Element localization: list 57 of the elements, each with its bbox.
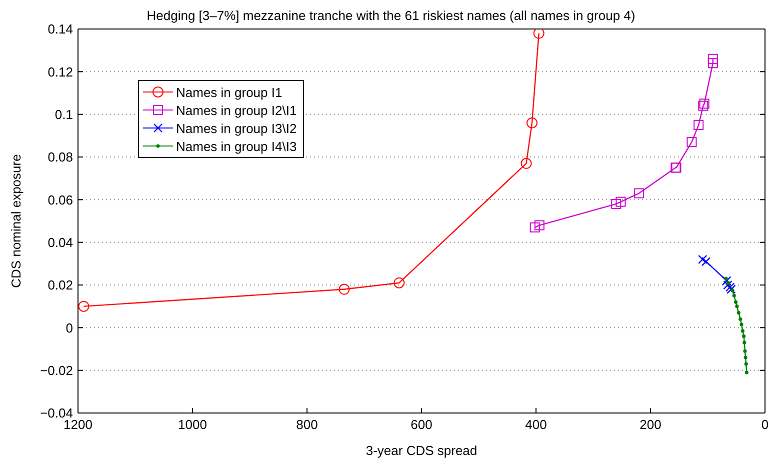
x-tick-label: 400	[525, 417, 547, 432]
point	[520, 158, 532, 169]
point	[78, 300, 90, 312]
point	[698, 254, 708, 264]
y-tick-label: 0.12	[48, 64, 73, 80]
x-tick-label: 600	[410, 417, 432, 432]
point	[740, 329, 744, 333]
point	[732, 294, 736, 298]
point	[534, 220, 544, 230]
legend-label: Names in group I3\I2	[176, 120, 297, 136]
point	[742, 334, 746, 338]
y-tick-label: 0.14	[48, 22, 73, 37]
point	[611, 198, 622, 209]
y-tick-label: 0.06	[48, 192, 73, 208]
chart-title: Hedging [3–7%] mezzanine tranche with the 61 riskiest names (all names in group 4)	[146, 8, 636, 23]
point	[744, 362, 748, 366]
point	[526, 117, 538, 128]
point	[616, 196, 626, 207]
point	[743, 349, 747, 353]
x-tick-label: 0	[761, 417, 769, 432]
point	[708, 54, 718, 64]
y-tick-label: 0	[66, 320, 73, 336]
point	[744, 356, 748, 360]
point	[734, 300, 738, 304]
point	[394, 277, 405, 288]
point	[726, 281, 730, 285]
point	[736, 310, 740, 315]
point	[338, 284, 350, 295]
point	[730, 288, 734, 292]
point	[634, 188, 644, 198]
x-tick-label: 800	[296, 417, 318, 432]
x-tick-label: 1000	[178, 417, 207, 432]
point	[533, 29, 544, 39]
point	[686, 137, 697, 148]
point	[722, 276, 732, 286]
point	[740, 322, 744, 326]
y-tick-label: 0.02	[48, 278, 73, 293]
point	[724, 276, 728, 280]
y-tick-label: 0.08	[48, 150, 73, 165]
y-axis-title: CDS nominal exposure	[8, 154, 24, 288]
point	[742, 340, 746, 344]
point	[723, 280, 732, 290]
point	[725, 282, 735, 292]
x-axis-title: 3-year CDS spread	[366, 443, 478, 458]
legend-label: Names in group I1	[176, 84, 282, 100]
point	[530, 222, 540, 232]
point	[694, 120, 704, 130]
x-tick-label: 200	[640, 417, 662, 432]
point	[744, 370, 748, 374]
point	[708, 58, 718, 68]
legend-label: Names in group I4\I3	[176, 138, 297, 154]
y-tick-label: 0.1	[54, 106, 73, 122]
legend-label: Names in group I2\I1	[176, 102, 297, 118]
point	[738, 317, 742, 321]
y-tick-label: 0.04	[48, 234, 73, 250]
point	[735, 304, 739, 308]
y-tick-label: −0.02	[40, 362, 73, 378]
